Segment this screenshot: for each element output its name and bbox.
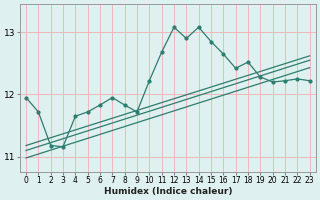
X-axis label: Humidex (Indice chaleur): Humidex (Indice chaleur) bbox=[104, 187, 232, 196]
